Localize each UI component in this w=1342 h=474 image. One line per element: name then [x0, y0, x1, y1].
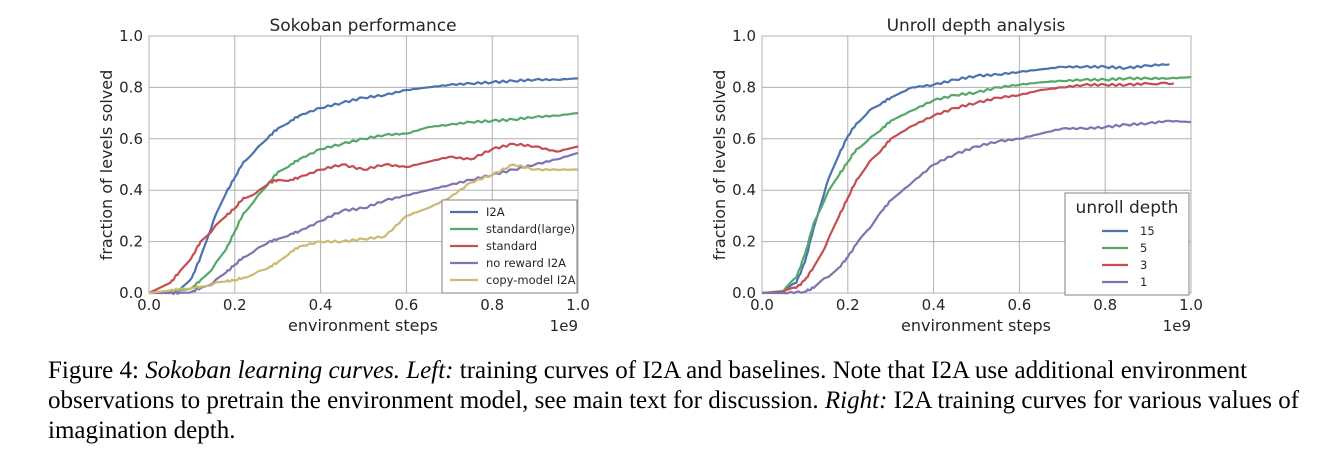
- y-tick-label: 0.8: [119, 78, 143, 96]
- y-tick-label: 1.0: [119, 27, 143, 45]
- series-line-i2a: [148, 77, 579, 295]
- y-tick-label: 0.6: [732, 130, 756, 148]
- series-line-1: [762, 119, 1192, 295]
- legend-label: 15: [1140, 224, 1155, 238]
- legend-label: copy-model I2A: [486, 273, 576, 287]
- y-tick-label: 1.0: [732, 27, 756, 45]
- x-tick-label: 0.4: [309, 296, 333, 314]
- chart-sokoban-performance: Sokoban performance 0.0 0.2 0.4 0.6 0.8 1.0 0…: [97, 16, 590, 335]
- y-tick-label: 0.6: [119, 130, 143, 148]
- x-offset-label: 1e9: [550, 317, 578, 335]
- y-tick-label: 0.8: [732, 78, 756, 96]
- y-tick-label: 0.4: [119, 181, 143, 199]
- x-offset-label: 1e9: [1163, 317, 1191, 335]
- y-tick-labels: 0.0 0.2 0.4 0.6 0.8 1.0: [732, 27, 756, 302]
- legend-label: 3: [1140, 258, 1147, 272]
- figure: Sokoban performance 0.0 0.2 0.4 0.6 0.8 1.0 0…: [97, 16, 1203, 335]
- x-tick-label: 0.0: [750, 296, 774, 314]
- caption-right-label: Right:: [824, 387, 888, 414]
- caption-right-text: I2A training curves for various values o…: [48, 387, 1300, 444]
- series-line-15: [761, 63, 1170, 295]
- series-line-3: [761, 81, 1174, 295]
- caption-left-text: training curves of I2A and baselines. No…: [48, 357, 1248, 414]
- x-tick-label: 0.8: [1093, 296, 1117, 314]
- x-axis-label: environment steps: [901, 316, 1051, 335]
- series-line-5: [761, 76, 1192, 295]
- legend-label: standard: [486, 239, 537, 253]
- x-tick-label: 0.0: [137, 296, 161, 314]
- series-line-copy-model-i2a: [148, 163, 579, 295]
- legend-label: standard(large): [486, 222, 575, 236]
- x-tick-labels: 0.0 0.2 0.4 0.6 0.8 1.0: [137, 296, 590, 314]
- legend-title: unroll depth: [1076, 198, 1179, 218]
- y-axis-label: fraction of levels solved: [97, 70, 116, 261]
- plot-frame: [761, 35, 1192, 294]
- x-tick-label: 0.6: [1007, 296, 1031, 314]
- series-line-standard-large-: [148, 112, 579, 295]
- legend: I2A standard(large) standard no reward I2A c…: [441, 199, 578, 294]
- legend-label: no reward I2A: [486, 256, 566, 270]
- x-axis-label: environment steps: [288, 316, 438, 335]
- legend-box: [1064, 192, 1190, 296]
- x-tick-label: 1.0: [1179, 296, 1203, 314]
- legend-label: 1: [1140, 275, 1147, 289]
- series-lines: [148, 77, 579, 296]
- x-tick-label: 0.6: [394, 296, 418, 314]
- y-tick-label: 0.0: [119, 284, 143, 302]
- legend: unroll depth 15 5 3 1: [1064, 192, 1190, 296]
- y-tick-label: 0.2: [119, 233, 143, 251]
- legend-label: 5: [1140, 241, 1147, 255]
- y-tick-label: 0.4: [732, 181, 756, 199]
- series-lines: [761, 63, 1192, 295]
- y-tick-label: 0.2: [732, 233, 756, 251]
- chart-title: Sokoban performance: [269, 16, 456, 36]
- y-tick-label: 0.0: [732, 284, 756, 302]
- legend-label: I2A: [486, 205, 505, 219]
- chart-unroll-depth-analysis: Unroll depth analysis 0.0 0.2 0.4 0.6 0.8 1.0…: [710, 16, 1203, 335]
- x-tick-label: 0.2: [223, 296, 247, 314]
- caption-label: Figure 4:: [48, 357, 146, 384]
- chart-title: Unroll depth analysis: [887, 16, 1066, 36]
- caption-left-label: Left:: [406, 357, 454, 384]
- y-axis-label: fraction of levels solved: [710, 70, 729, 261]
- x-tick-label: 0.2: [836, 296, 860, 314]
- x-tick-label: 0.4: [922, 296, 946, 314]
- y-tick-labels: 0.0 0.2 0.4 0.6 0.8 1.0: [119, 27, 143, 302]
- x-tick-label: 1.0: [566, 296, 590, 314]
- series-line-standard: [148, 142, 579, 294]
- figure-caption: Figure 4: Sokoban learning curves. Left:…: [48, 356, 1308, 446]
- plot-frame: [148, 35, 579, 294]
- caption-title: Sokoban learning curves.: [145, 357, 407, 384]
- x-tick-labels: 0.0 0.2 0.4 0.6 0.8 1.0: [750, 296, 1203, 314]
- x-tick-label: 0.8: [480, 296, 504, 314]
